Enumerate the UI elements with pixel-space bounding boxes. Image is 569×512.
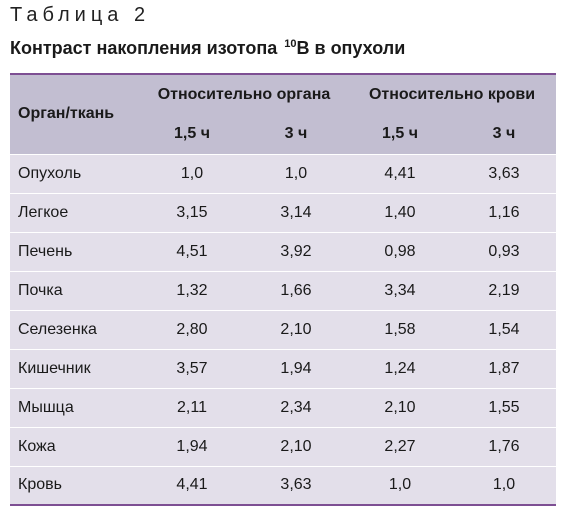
value-cell: 2,10: [244, 426, 348, 466]
value-cell: 1,94: [244, 348, 348, 388]
group-header-organ: Относительно органа: [140, 74, 348, 114]
organ-cell: Кожа: [10, 426, 140, 466]
title-text-after: В в опухоли: [296, 38, 406, 58]
title-superscript: 10: [284, 38, 297, 50]
value-cell: 1,32: [140, 270, 244, 310]
organ-cell: Печень: [10, 231, 140, 271]
value-cell: 4,41: [348, 153, 452, 193]
value-cell: 1,24: [348, 348, 452, 388]
table-row: Кишечник 3,57 1,94 1,24 1,87: [10, 348, 556, 388]
value-cell: 1,0: [140, 153, 244, 193]
subheader-organ-1-5h: 1,5 ч: [140, 114, 244, 154]
value-cell: 1,0: [452, 465, 556, 506]
organ-cell: Кровь: [10, 465, 140, 506]
table-title: Контраст накопления изотопа 10В в опухол…: [10, 38, 405, 59]
value-cell: 2,80: [140, 309, 244, 349]
value-cell: 3,57: [140, 348, 244, 388]
value-cell: 3,14: [244, 192, 348, 232]
value-cell: 3,92: [244, 231, 348, 271]
value-cell: 3,15: [140, 192, 244, 232]
table-caption: Таблица 2: [10, 4, 151, 26]
subheader-blood-3h: 3 ч: [452, 114, 556, 154]
value-cell: 2,11: [140, 387, 244, 427]
table-row: Мышца 2,11 2,34 2,10 1,55: [10, 387, 556, 427]
value-cell: 1,94: [140, 426, 244, 466]
group-header-blood: Относительно крови: [348, 74, 556, 114]
value-cell: 2,10: [348, 387, 452, 427]
subheader-blood-1-5h: 1,5 ч: [348, 114, 452, 154]
organ-cell: Опухоль: [10, 153, 140, 193]
table-row: Печень 4,51 3,92 0,98 0,93: [10, 231, 556, 271]
header-row-times: 1,5 ч 3 ч 1,5 ч 3 ч: [10, 114, 556, 154]
subheader-organ-3h: 3 ч: [244, 114, 348, 154]
value-cell: 4,41: [140, 465, 244, 506]
value-cell: 1,76: [452, 426, 556, 466]
value-cell: 4,51: [140, 231, 244, 271]
title-text: Контраст накопления изотопа: [10, 38, 283, 58]
value-cell: 2,10: [244, 309, 348, 349]
organ-cell: Селезенка: [10, 309, 140, 349]
value-cell: 1,16: [452, 192, 556, 232]
table-row: Опухоль 1,0 1,0 4,41 3,63: [10, 153, 556, 193]
value-cell: 1,40: [348, 192, 452, 232]
value-cell: 2,27: [348, 426, 452, 466]
table-body: Опухоль 1,0 1,0 4,41 3,63 Легкое 3,15 3,14 1,40 1…: [10, 153, 556, 506]
value-cell: 3,34: [348, 270, 452, 310]
value-cell: 1,0: [348, 465, 452, 506]
organ-cell: Легкое: [10, 192, 140, 232]
value-cell: 2,34: [244, 387, 348, 427]
organ-column-header: Орган/ткань: [10, 74, 140, 154]
data-table: Орган/ткань Относительно органа Относите…: [10, 73, 556, 506]
value-cell: 1,58: [348, 309, 452, 349]
table-row: Селезенка 2,80 2,10 1,58 1,54: [10, 309, 556, 349]
table-header: Орган/ткань Относительно органа Относите…: [10, 74, 556, 154]
value-cell: 1,66: [244, 270, 348, 310]
value-cell: 1,87: [452, 348, 556, 388]
value-cell: 0,98: [348, 231, 452, 271]
value-cell: 1,55: [452, 387, 556, 427]
header-row-groups: Орган/ткань Относительно органа Относите…: [10, 74, 556, 154]
value-cell: 3,63: [452, 153, 556, 193]
table-row: Кожа 1,94 2,10 2,27 1,76: [10, 426, 556, 466]
value-cell: 2,19: [452, 270, 556, 310]
value-cell: 3,63: [244, 465, 348, 506]
organ-cell: Кишечник: [10, 348, 140, 388]
organ-cell: Мышца: [10, 387, 140, 427]
table-row: Почка 1,32 1,66 3,34 2,19: [10, 270, 556, 310]
value-cell: 1,54: [452, 309, 556, 349]
value-cell: 0,93: [452, 231, 556, 271]
value-cell: 1,0: [244, 153, 348, 193]
organ-cell: Почка: [10, 270, 140, 310]
table-row: Кровь 4,41 3,63 1,0 1,0: [10, 465, 556, 506]
table-row: Легкое 3,15 3,14 1,40 1,16: [10, 192, 556, 232]
